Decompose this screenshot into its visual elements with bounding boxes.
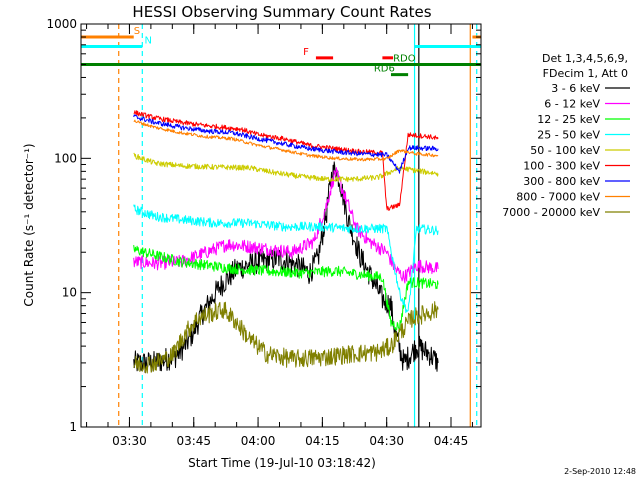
legend-header: Det 1,3,4,5,6,9, <box>542 52 628 65</box>
y-tick-label: 1 <box>69 420 77 434</box>
y-tick-label: 10 <box>62 286 77 300</box>
x-axis-label: Start Time (19-Jul-10 03:18:42) <box>188 456 376 470</box>
series-line-3 <box>133 245 439 333</box>
legend-header: FDecim 1, Att 0 <box>543 67 628 80</box>
legend-label: 7000 - 20000 keV <box>502 206 600 219</box>
x-tick-label: 04:00 <box>241 434 276 448</box>
series-line-8 <box>133 119 439 162</box>
event-markers <box>118 24 478 427</box>
series-line-4 <box>133 204 439 314</box>
legend-label: 300 - 800 keV <box>523 175 600 188</box>
x-tick-label: 03:30 <box>112 434 147 448</box>
flag-label-rd6: RD6 <box>374 64 395 75</box>
x-tick-label: 04:45 <box>434 434 469 448</box>
chart-title: HESSI Observing Summary Count Rates <box>132 3 431 21</box>
legend-label: 800 - 7000 keV <box>516 191 600 204</box>
y-axis-label: Count Rate (s⁻¹ detector⁻¹) <box>22 143 36 306</box>
series-line-7 <box>133 114 439 174</box>
legend-label: 3 - 6 keV <box>551 82 600 95</box>
flag-label-n: N <box>144 35 151 46</box>
y-tick-label: 1000 <box>46 17 77 31</box>
plot-frame <box>80 23 482 428</box>
legend-label: 25 - 50 keV <box>537 129 600 142</box>
legend-label: 50 - 100 keV <box>530 144 600 157</box>
y-axis: 1 10 100 1000 <box>46 17 481 434</box>
legend-label: 6 - 12 keV <box>544 98 600 111</box>
legend-label: 12 - 25 keV <box>537 113 600 126</box>
legend: Det 1,3,4,5,6,9, FDecim 1, Att 0 3 - 6 keV… <box>502 52 630 219</box>
footer-date: 2-Sep-2010 12:48 <box>564 467 636 476</box>
x-tick-label: 04:15 <box>305 434 340 448</box>
x-tick-label: 04:30 <box>369 434 404 448</box>
flag-label-f: F <box>303 47 309 58</box>
x-axis: 03:30 03:45 04:00 04:15 04:30 04:45 <box>86 24 473 448</box>
legend-label: 100 - 300 keV <box>523 160 600 173</box>
series-lines <box>133 110 439 374</box>
flag-label-rdo: RDO <box>393 53 416 64</box>
flag-label-s: S <box>134 26 140 37</box>
y-tick-label: 100 <box>54 151 77 165</box>
series-line-2 <box>133 167 439 284</box>
series-line-6 <box>133 110 439 211</box>
series-line-9 <box>133 301 439 374</box>
series-line-5 <box>133 152 439 183</box>
x-tick-label: 03:45 <box>176 434 211 448</box>
